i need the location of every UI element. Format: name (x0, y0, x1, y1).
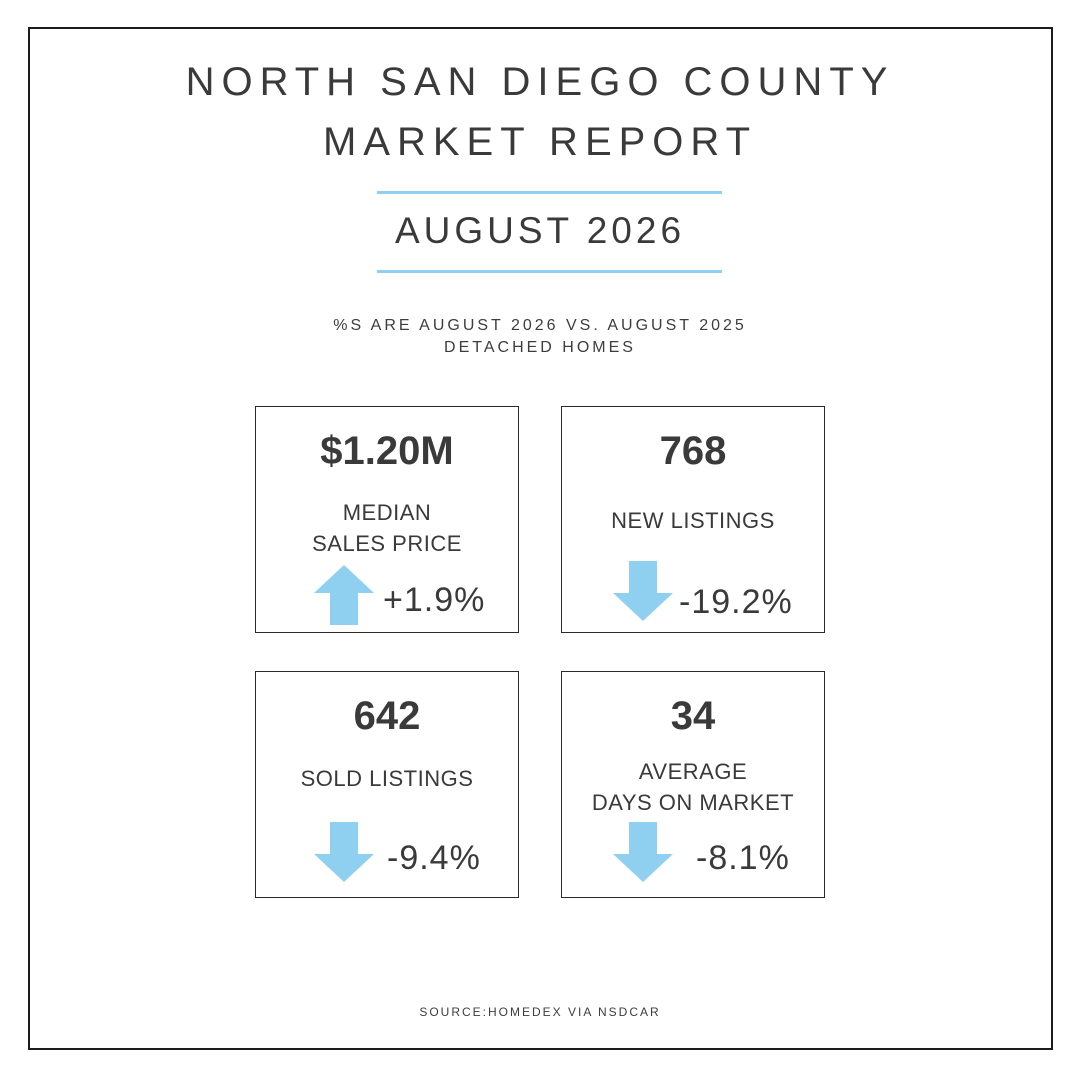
stat-value: 642 (353, 694, 421, 738)
comparison-note: %S ARE AUGUST 2026 VS. AUGUST 2025 (333, 317, 747, 334)
arrow-down-icon (314, 822, 374, 882)
report-period: AUGUST 2026 (394, 210, 686, 251)
stat-change: -9.4% (387, 839, 481, 877)
stat-change: -19.2% (679, 583, 793, 621)
report-title-line2: MARKET REPORT (322, 120, 758, 164)
stat-label: NEW LISTINGS (562, 505, 824, 536)
stat-card-median-sales-price: $1.20M MEDIAN SALES PRICE +1.9% (255, 406, 519, 633)
stat-value: $1.20M (320, 429, 454, 473)
stat-label: AVERAGE DAYS ON MARKET (562, 756, 824, 818)
divider-top (377, 191, 722, 194)
property-type-note: DETACHED HOMES (444, 339, 636, 356)
report-title-line1: NORTH SAN DIEGO COUNTY (185, 60, 895, 104)
stat-value: 34 (670, 694, 716, 738)
stat-card-new-listings: 768 NEW LISTINGS -19.2% (561, 406, 825, 633)
stat-label-line1: MEDIAN (342, 500, 432, 525)
stat-change: +1.9% (383, 581, 486, 619)
divider-bottom (377, 270, 722, 273)
stat-label-line2: SALES PRICE (312, 531, 462, 556)
stat-card-days-on-market: 34 AVERAGE DAYS ON MARKET -8.1% (561, 671, 825, 898)
stat-label: SOLD LISTINGS (256, 763, 518, 794)
arrow-up-icon (314, 565, 374, 625)
stat-label-line1: SOLD LISTINGS (300, 766, 474, 791)
source-note: SOURCE:HOMEDEX VIA NSDCAR (419, 1005, 661, 1019)
stat-value: 768 (659, 429, 727, 473)
stat-label-line2: DAYS ON MARKET (591, 790, 795, 815)
arrow-down-icon (613, 822, 673, 882)
stat-change: -8.1% (696, 839, 790, 877)
arrow-down-icon (613, 561, 673, 621)
stat-label-line1: NEW LISTINGS (611, 508, 775, 533)
report-frame (28, 27, 1053, 1050)
stat-label: MEDIAN SALES PRICE (256, 497, 518, 559)
stat-card-sold-listings: 642 SOLD LISTINGS -9.4% (255, 671, 519, 898)
stat-label-line1: AVERAGE (638, 759, 748, 784)
